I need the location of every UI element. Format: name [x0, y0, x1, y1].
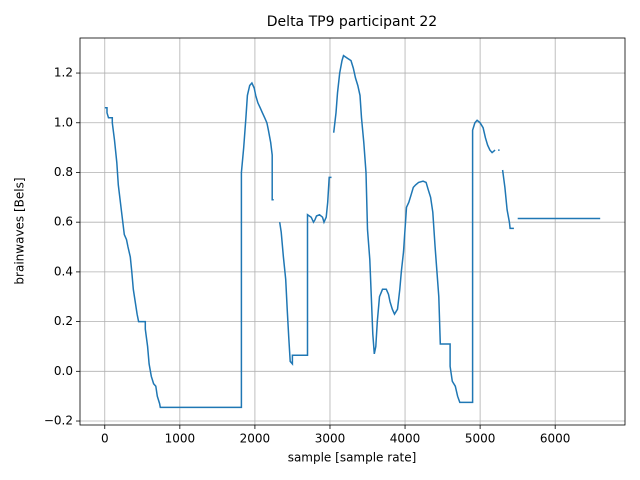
y-tick-label: 0.2	[54, 314, 73, 328]
x-tick-label: 6000	[540, 432, 571, 446]
x-tick-label: 5000	[465, 432, 496, 446]
y-tick-label: 1.2	[54, 66, 73, 80]
y-tick-label: 1.0	[54, 115, 73, 129]
y-tick-label: 0.0	[54, 364, 73, 378]
x-tick-label: 4000	[390, 432, 421, 446]
x-axis-label: sample [sample rate]	[288, 451, 417, 465]
data-line	[104, 54, 601, 409]
y-axis-label: brainwaves [Bels]	[13, 177, 27, 284]
x-tick-label: 0	[101, 432, 109, 446]
x-tick-label: 1000	[165, 432, 196, 446]
y-tick-label: 0.8	[54, 165, 73, 179]
y-tick-label: −0.2	[44, 414, 73, 428]
y-tick-label: 0.6	[54, 215, 73, 229]
y-tick-label: 0.4	[54, 264, 73, 278]
x-tick-label: 3000	[315, 432, 346, 446]
x-tick-label: 2000	[240, 432, 271, 446]
plot-frame	[79, 37, 626, 426]
chart-title: Delta TP9 participant 22	[267, 14, 437, 30]
